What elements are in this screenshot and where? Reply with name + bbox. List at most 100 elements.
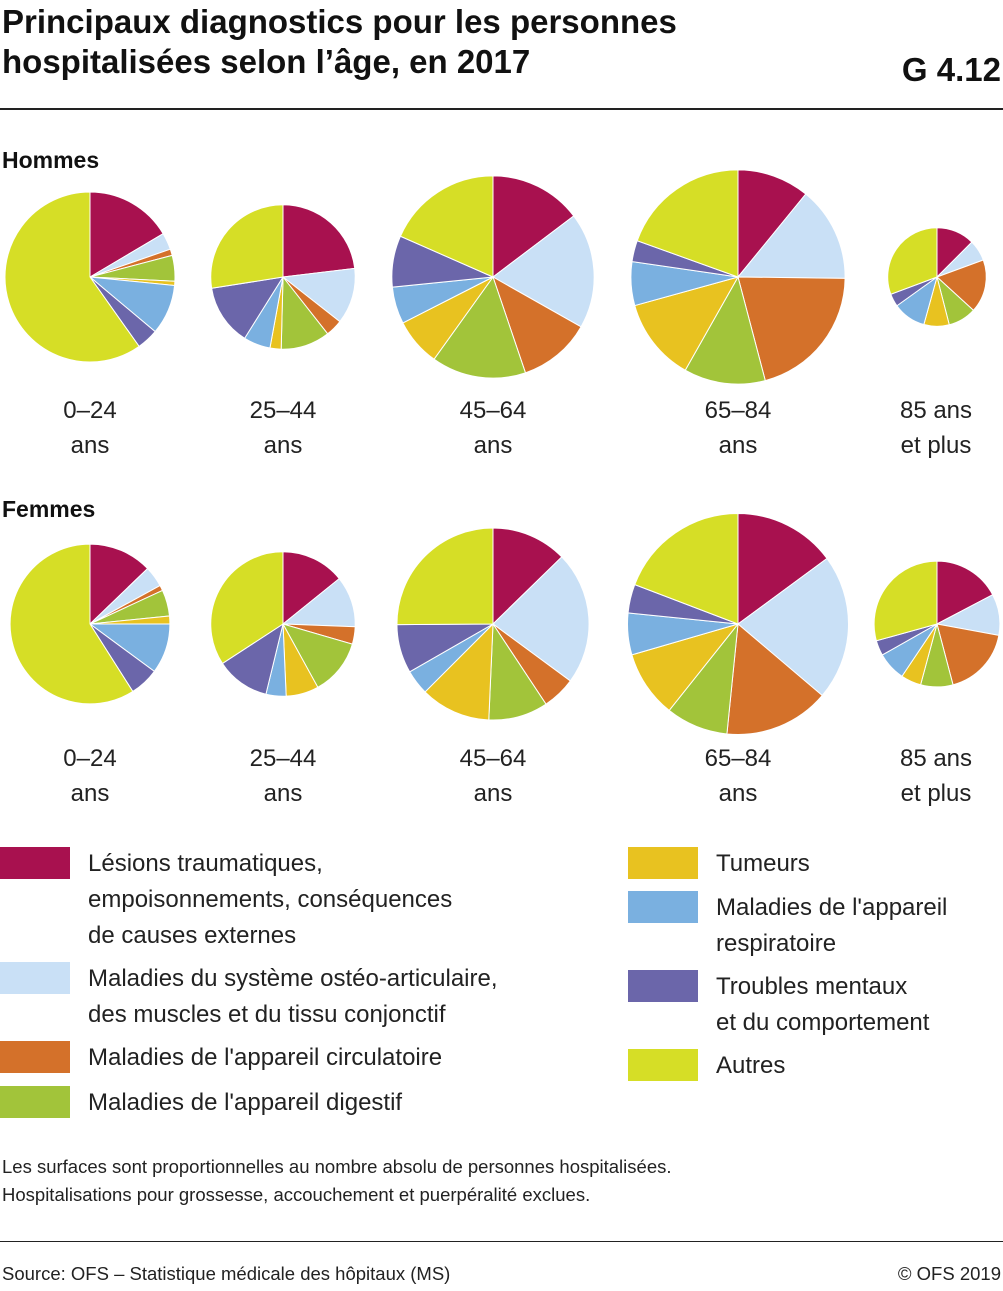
legend-swatch-other xyxy=(628,1049,698,1081)
chart-title-line-1: Principaux diagnostics pour les personne… xyxy=(2,3,677,40)
legend-label-line: et du comportement xyxy=(716,1009,930,1036)
pie-slice-musculoskeletal xyxy=(736,193,846,279)
pie-slice-other xyxy=(887,227,938,295)
age-label-line-2: ans xyxy=(70,780,110,807)
pie-slice-digestive xyxy=(281,623,353,688)
pie-slice-injuries xyxy=(282,551,340,626)
pie-slice-tumours xyxy=(634,276,740,371)
pie-slice-other xyxy=(396,527,494,626)
pie-slice-musculoskeletal xyxy=(492,215,595,328)
age-label-line-1: 45–64 xyxy=(459,397,527,424)
age-label-women-0: 0–24 ans xyxy=(10,741,170,811)
pie-slice-injuries xyxy=(737,169,807,279)
legend-swatch-digestive xyxy=(0,1086,70,1118)
pie-men-1 xyxy=(210,204,356,350)
legend-label: Troubles mentaux et du comportement xyxy=(716,969,929,1041)
pie-slice-musculoskeletal xyxy=(281,267,356,323)
pie-slice-musculoskeletal xyxy=(737,557,850,697)
chart-title-line-2: hospitalisées selon l’âge, en 2017 xyxy=(2,43,531,80)
age-label-line-1: 25–44 xyxy=(249,745,317,772)
age-label-line-1: 25–44 xyxy=(249,397,317,424)
pie-slice-circulatory xyxy=(726,623,823,735)
legend-swatch-mental xyxy=(628,970,698,1002)
age-label-line-2: et plus xyxy=(900,780,972,807)
pie-slice-injuries xyxy=(89,191,164,278)
chart-title: Principaux diagnostics pour les personne… xyxy=(2,2,862,82)
legend-label: Maladies du système ostéo-articulaire, d… xyxy=(88,961,498,1033)
pie-slice-other xyxy=(9,543,134,705)
age-label-line-1: 65–84 xyxy=(704,397,772,424)
age-label-line-2: ans xyxy=(718,780,758,807)
pie-slice-other xyxy=(634,512,739,625)
section-label-men: Hommes xyxy=(2,147,100,173)
pie-slice-digestive xyxy=(684,275,766,385)
pie-slice-injuries xyxy=(282,204,356,278)
pie-men-3 xyxy=(630,169,846,385)
pie-slice-injuries xyxy=(936,560,994,625)
pie-slice-injuries xyxy=(737,512,828,625)
legend-label: Maladies de l'appareil respiratoire xyxy=(716,890,947,962)
pie-men-2 xyxy=(391,175,595,379)
pie-slice-circulatory xyxy=(936,259,987,311)
age-label-line-1: 85 ans xyxy=(899,745,973,772)
pie-slice-circulatory xyxy=(737,276,846,382)
chart-notes: Les surfaces sont proportionnelles au no… xyxy=(2,1153,672,1209)
note-line-1: Les surfaces sont proportionnelles au no… xyxy=(2,1156,672,1177)
age-label-women-3: 65–84 ans xyxy=(658,741,818,811)
age-label-line-2: ans xyxy=(263,432,303,459)
age-label-line-1: 0–24 xyxy=(63,745,117,772)
legend-label: Maladies de l'appareil circulatoire xyxy=(88,1040,442,1076)
age-label-men-4: 85 ans et plus xyxy=(856,393,1003,463)
age-label-line-1: 45–64 xyxy=(459,745,527,772)
legend-label-line: Lésions traumatiques, xyxy=(88,850,323,877)
pie-slice-digestive xyxy=(433,275,527,379)
footer-rule xyxy=(0,1241,1003,1242)
pie-slice-mental xyxy=(211,276,285,339)
legend-label-line: respiratoire xyxy=(716,930,837,957)
section-label-women: Femmes xyxy=(2,496,96,522)
pie-slice-injuries xyxy=(492,527,563,626)
age-label-line-1: 85 ans xyxy=(899,397,973,424)
legend-swatch-tumours xyxy=(628,847,698,879)
age-label-line-2: ans xyxy=(70,432,110,459)
legend-label: Lésions traumatiques, empoisonnements, c… xyxy=(88,846,452,954)
pie-slice-circulatory xyxy=(492,275,582,374)
age-label-line-2: ans xyxy=(473,432,513,459)
age-label-line-2: ans xyxy=(718,432,758,459)
pie-slice-other xyxy=(4,191,140,363)
legend-label-line: Tumeurs xyxy=(716,850,810,877)
legend-swatch-musculoskeletal xyxy=(0,962,70,994)
legend-label-line: Maladies de l'appareil xyxy=(716,894,948,921)
pie-slice-tumours xyxy=(424,622,494,721)
pie-slice-other xyxy=(873,560,938,642)
legend-label: Autres xyxy=(716,1048,785,1084)
legend-label-line: Maladies de l'appareil digestif xyxy=(88,1089,403,1116)
age-label-line-2: et plus xyxy=(900,432,972,459)
age-label-women-1: 25–44 ans xyxy=(203,741,363,811)
legend-swatch-respiratory xyxy=(628,891,698,923)
pie-men-4 xyxy=(887,227,987,327)
legend-label: Maladies de l'appareil digestif xyxy=(88,1085,402,1121)
age-label-men-1: 25–44 ans xyxy=(203,393,363,463)
legend-label-line: Troubles mentaux xyxy=(716,973,908,1000)
legend-label: Tumeurs xyxy=(716,846,810,882)
legend-swatch-circulatory xyxy=(0,1041,70,1073)
age-label-women-2: 45–64 ans xyxy=(413,741,573,811)
legend-label-line: Autres xyxy=(716,1052,786,1079)
chart-number: G 4.12 xyxy=(901,51,1001,88)
pie-charts xyxy=(4,169,1001,735)
pie-women-1 xyxy=(210,551,356,697)
age-label-men-3: 65–84 ans xyxy=(658,393,818,463)
copyright-note: © OFS 2019 xyxy=(897,1263,1001,1284)
age-label-line-1: 0–24 xyxy=(63,397,117,424)
legend-swatch-injuries xyxy=(0,847,70,879)
legend-label-line: Maladies de l'appareil circulatoire xyxy=(88,1044,443,1071)
pie-slice-other xyxy=(636,169,739,278)
pie-slice-other xyxy=(399,175,494,278)
pie-women-0 xyxy=(9,543,171,705)
header-rule xyxy=(0,108,1003,110)
pie-men-0 xyxy=(4,191,176,363)
age-label-men-2: 45–64 ans xyxy=(413,393,573,463)
age-label-line-2: ans xyxy=(473,780,513,807)
note-line-2: Hospitalisations pour grossesse, accouch… xyxy=(2,1184,591,1205)
